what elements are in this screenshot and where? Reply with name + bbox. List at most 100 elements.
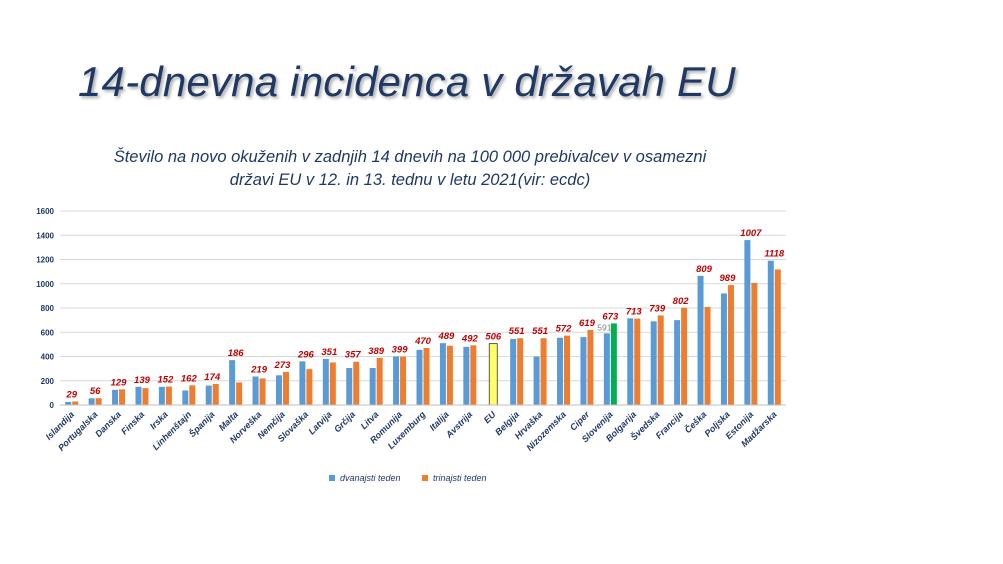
bar-week13	[634, 318, 641, 405]
data-label: 506	[485, 332, 502, 343]
bar-week13	[95, 398, 102, 405]
y-tick-label: 200	[41, 377, 55, 386]
bar-week13	[306, 369, 313, 405]
x-tick-label: Latvija	[307, 409, 334, 436]
y-tick-label: 400	[41, 353, 55, 362]
chart-title: Število na novo okuženih v zadnjih 14 dn…	[113, 148, 707, 189]
legend-swatch-week12	[329, 475, 335, 481]
y-tick-label: 800	[41, 304, 55, 313]
data-label: 739	[649, 303, 666, 314]
bar-week13	[657, 315, 664, 405]
bar-week13	[774, 269, 781, 405]
data-label: 1118	[764, 249, 784, 260]
y-tick-label: 1400	[36, 231, 54, 240]
bar-week12	[650, 321, 657, 405]
bar-week12	[252, 376, 259, 405]
bar-week12	[510, 338, 517, 405]
bar-week13	[236, 382, 243, 405]
legend-label-week12: dvanajsti teden	[340, 473, 401, 483]
bar-week13	[727, 285, 734, 405]
y-tick-label: 0	[50, 401, 55, 410]
data-label: 129	[111, 377, 128, 388]
data-label: 29	[65, 389, 77, 400]
data-label: 619	[579, 318, 596, 329]
data-label: 470	[414, 336, 432, 347]
bar-week12	[697, 275, 704, 405]
bar-week12	[182, 390, 189, 405]
data-label: 389	[368, 346, 385, 357]
bar-week12	[346, 368, 353, 405]
slide-title: 14-dnevna incidenca v državah EU	[78, 58, 736, 105]
bar-week12	[158, 386, 165, 405]
data-label: 809	[696, 264, 713, 275]
data-label: 219	[250, 365, 268, 376]
bar-week12	[603, 333, 610, 405]
data-label: 572	[556, 324, 573, 335]
bar-week12	[439, 343, 446, 405]
bar-week12	[580, 337, 587, 405]
bar-week12	[463, 346, 470, 405]
data-label: 492	[461, 333, 479, 344]
y-tick-label: 600	[41, 328, 55, 337]
data-label: 357	[345, 350, 362, 361]
bar-week12	[533, 356, 540, 405]
data-label: 162	[181, 373, 198, 384]
bar-week13	[212, 383, 219, 405]
bar-week13	[540, 338, 547, 405]
data-label: 802	[673, 296, 690, 307]
bar-week13	[564, 335, 571, 405]
data-label: 673	[602, 311, 619, 322]
y-tick-label: 1600	[36, 207, 54, 216]
bar-week12	[627, 318, 634, 405]
bar-week13	[400, 356, 407, 405]
data-label: 351	[321, 347, 337, 358]
bar-week12	[322, 358, 329, 405]
bar-week13	[423, 348, 430, 405]
bar-week13	[259, 378, 266, 405]
data-label: 551	[532, 326, 548, 337]
bar-week13	[189, 385, 196, 405]
data-label: 273	[274, 360, 292, 371]
data-label: 296	[297, 349, 315, 360]
bar-week13-slovenia	[610, 323, 617, 405]
bar-week12	[744, 240, 751, 405]
bar-week13	[142, 388, 149, 405]
y-tick-label: 1200	[36, 256, 54, 265]
data-label: 186	[228, 348, 245, 359]
data-label: 399	[392, 345, 409, 356]
bar-week12	[229, 360, 236, 405]
bar-week13	[329, 362, 336, 405]
bar-week12	[299, 361, 306, 405]
bar-week12	[369, 368, 376, 405]
bar-week12	[112, 389, 119, 405]
bar-week13	[681, 307, 688, 405]
bar-week12	[393, 356, 400, 405]
bar-week13	[165, 386, 172, 405]
x-tick-label: EU	[482, 409, 498, 425]
bar-week12	[88, 398, 95, 405]
bar-week13	[119, 389, 126, 405]
bar-eu	[488, 343, 498, 406]
bar-week12	[205, 385, 212, 405]
data-label-slovenia-week12: 591	[597, 322, 611, 332]
bar-week13	[72, 401, 79, 405]
bar-week12	[720, 293, 727, 405]
bar-week13	[446, 345, 453, 405]
bar-week12	[65, 401, 72, 405]
bar-week12	[557, 337, 564, 405]
data-label: 174	[204, 372, 221, 383]
x-tick-label: Španija	[186, 409, 216, 439]
data-label: 489	[437, 331, 455, 342]
bar-week12	[767, 260, 774, 405]
data-label: 551	[509, 326, 525, 337]
bar-week13	[704, 306, 711, 405]
data-label: 713	[626, 306, 643, 317]
x-tick-label: Grčija	[332, 409, 357, 434]
bar-week12	[135, 386, 142, 405]
bar-week13	[353, 361, 360, 405]
data-label: 139	[134, 375, 151, 386]
bar-week13	[517, 338, 524, 405]
legend-swatch-week13	[422, 475, 428, 481]
bar-week13	[470, 345, 477, 405]
